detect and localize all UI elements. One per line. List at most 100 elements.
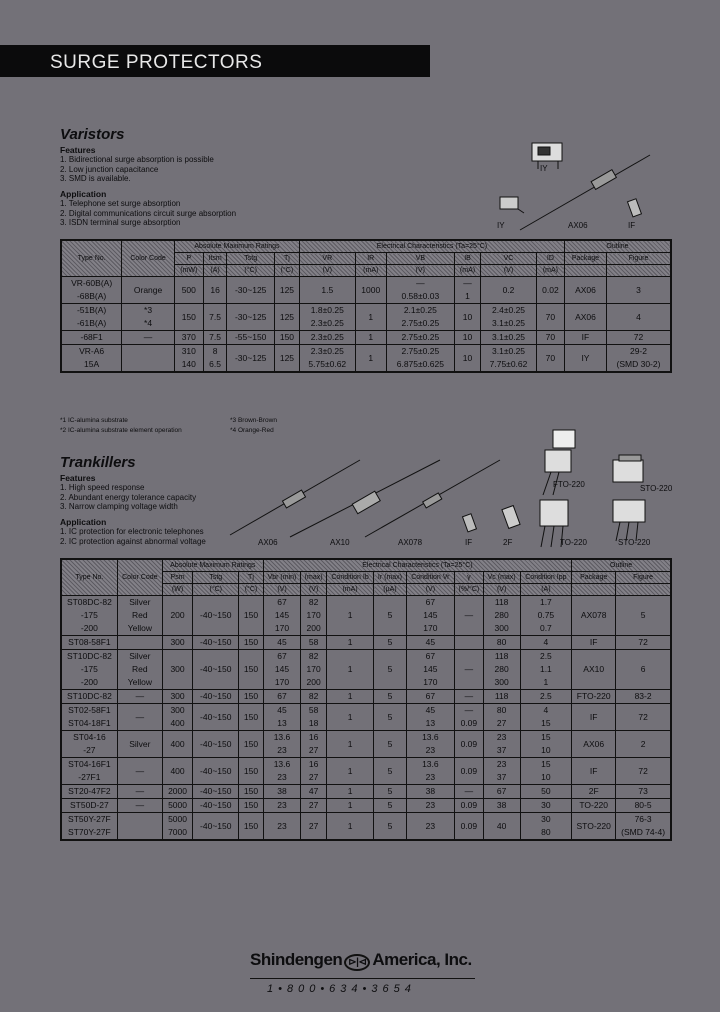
table-cell: 1.5 xyxy=(298,276,356,304)
unit-header: (°C) xyxy=(192,583,240,596)
features-heading: Features xyxy=(60,144,96,155)
col-header: Condition Vr xyxy=(405,571,456,584)
table-cell: 2000 xyxy=(161,784,194,799)
table-cell: Silver Red Yellow xyxy=(116,649,163,690)
table-cell: — xyxy=(116,703,163,731)
table-cell: 27 xyxy=(300,798,327,813)
group-header: Electrical Characteristics (Ta=25°C) xyxy=(298,239,565,253)
varistor-footnotes: *1 IC-alumina substrate *3 Brown-Brown *… xyxy=(60,417,400,434)
table-cell: VR-60B(A) -68B(A) xyxy=(60,276,123,304)
package-label: IF xyxy=(465,538,473,547)
table-cell: 30 xyxy=(519,798,573,813)
table-cell: 70 xyxy=(535,303,565,331)
table-cell: 67 145 170 xyxy=(262,649,302,690)
table-cell: ST50Y-27F ST70Y-27F xyxy=(60,812,118,841)
table-cell: -51B(A) -61B(A) xyxy=(60,303,123,331)
table-cell: 1 xyxy=(325,595,375,636)
table-row: -68F1—370 7.5 -55~150 150 2.3±0.25 1 2.75±0.25… xyxy=(60,330,672,345)
table-cell: 125 xyxy=(273,303,300,331)
table-cell: 400 xyxy=(161,757,194,785)
table-cell: IF xyxy=(571,635,617,650)
application-item: 2. Digital communications circuit surge … xyxy=(60,208,237,218)
col-header: P xyxy=(173,252,204,265)
package-label: STO-220 xyxy=(640,484,673,493)
table-cell xyxy=(116,635,163,650)
application-list: 1. IC protection for electronic telephon… xyxy=(60,527,206,546)
table-cell: 38 xyxy=(405,784,456,799)
group-header: Outline xyxy=(563,239,672,253)
col-header: Type No. xyxy=(60,239,123,277)
trankillers-section: Trankillers Features 1. High speed respo… xyxy=(60,454,206,552)
table-cell: 2.5 1.1 1 xyxy=(519,649,573,690)
footnote: *3 Brown-Brown xyxy=(230,417,277,424)
table-cell: 2.4±0.25 3.1±0.25 xyxy=(480,303,537,331)
table-row: ST04-16 -27 Silver 400 -40~150 150 13.6 23 16 … xyxy=(60,730,672,758)
table-cell: -40~150 xyxy=(192,730,240,758)
table-cell: -30~125 xyxy=(226,276,275,304)
varistors-spec-table: Type No. Color Code Absolute Maximum Ratin… xyxy=(60,239,672,373)
features-heading: Features xyxy=(60,472,96,483)
unit-header: (V) xyxy=(405,583,456,596)
table-cell: — xyxy=(454,595,484,636)
table-cell: 2.75±0.25 6.875±0.625 xyxy=(385,344,455,373)
package-label: IF xyxy=(628,221,636,230)
divider xyxy=(250,978,475,979)
unit-header: (mA) xyxy=(325,583,375,596)
table-cell: 45 xyxy=(405,635,456,650)
table-cell: 2.75±0.25 xyxy=(385,330,455,345)
package-label: TO-220 xyxy=(560,538,587,547)
table-cell: — xyxy=(454,649,484,690)
col-header: Vbr (min) xyxy=(262,571,302,584)
table-cell: 1 xyxy=(325,703,375,731)
table-cell: 3.1±0.25 xyxy=(480,330,537,345)
col-header: Tj xyxy=(238,571,264,584)
table-cell: — 0.58±0.03 xyxy=(385,276,455,304)
table-cell: 118 280 300 xyxy=(482,649,521,690)
table-cell: 5000 7000 xyxy=(161,812,194,841)
table-cell: 7.5 xyxy=(202,303,228,331)
table-cell: -40~150 xyxy=(192,649,240,690)
table-cell: 72 xyxy=(615,635,672,650)
table-cell: 118 xyxy=(482,689,521,704)
table-cell: 82 xyxy=(300,689,327,704)
varistor-package-drawings xyxy=(499,142,651,231)
table-cell: VR-A6 15A xyxy=(60,344,123,373)
table-cell: 13.6 23 xyxy=(262,757,302,785)
table-cell: 300 400 xyxy=(161,703,194,731)
table-cell: 6 xyxy=(615,649,672,690)
table-cell: 118 280 300 xyxy=(482,595,521,636)
table-cell: -40~150 xyxy=(192,812,240,841)
footnote: *2 IC-alumina substrate element operatio… xyxy=(60,427,182,434)
col-header: Ir (max) xyxy=(373,571,407,584)
table-cell: 2.5 xyxy=(519,689,573,704)
table-cell: -40~150 xyxy=(192,595,240,636)
col-header: Condition Ib xyxy=(325,571,375,584)
table-cell: 70 xyxy=(535,330,565,345)
package-label: IY xyxy=(497,221,505,230)
package-label: AX078 xyxy=(398,538,423,547)
table-cell: ST08DC-82 -175 -200 xyxy=(60,595,118,636)
section-title: Trankillers xyxy=(60,454,136,471)
logo-mark-icon: ⊳|⊲ xyxy=(344,954,371,971)
table-cell: — xyxy=(454,784,484,799)
table-cell: -40~150 xyxy=(192,689,240,704)
table-cell: 8 6.5 xyxy=(202,344,228,373)
table-cell: AX10 xyxy=(571,649,617,690)
application-list: 1. Telephone set surge absorption 2. Dig… xyxy=(60,199,236,228)
table-cell: 1000 xyxy=(354,276,387,304)
table-cell: -40~150 xyxy=(192,635,240,650)
col-header: Package xyxy=(563,252,607,265)
table-cell: 27 xyxy=(300,812,327,841)
table-cell: 1 xyxy=(325,812,375,841)
application-item: 1. IC protection for electronic telephon… xyxy=(60,527,204,536)
table-cell: 300 xyxy=(161,635,194,650)
unit-header: (V) xyxy=(298,264,356,277)
table-cell: 5 xyxy=(373,689,407,704)
table-cell: 150 xyxy=(238,703,264,731)
table-cell: 80 xyxy=(482,635,521,650)
table-cell: ST08-58F1 xyxy=(60,635,118,650)
table-cell: 3.1±0.25 7.75±0.62 xyxy=(480,344,537,373)
group-header: Outline xyxy=(571,558,672,572)
feature-item: 3. SMD is available. xyxy=(60,174,131,183)
table-cell: — xyxy=(121,330,175,345)
